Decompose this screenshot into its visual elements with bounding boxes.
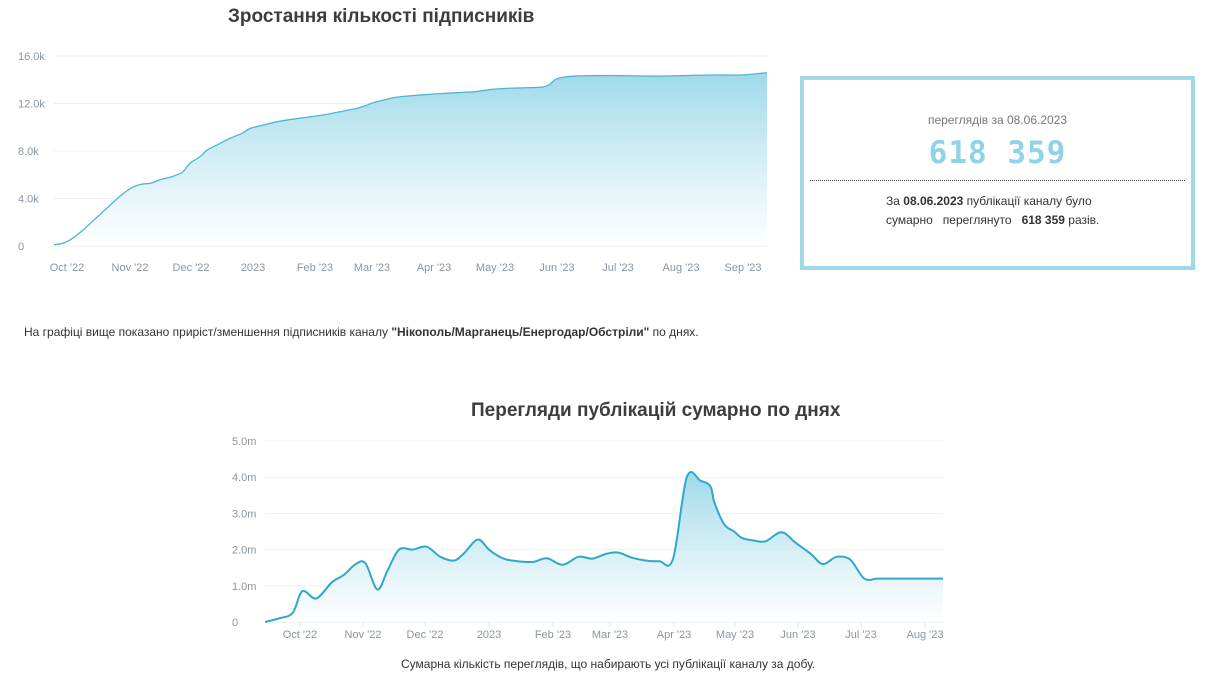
views-x-tick-label: Apr '23 — [657, 629, 692, 641]
views-stats-card: переглядів за 08.06.2023 618 359 За 08.0… — [800, 76, 1195, 270]
views-y-tick-label: 0 — [232, 617, 238, 629]
views-x-tick-label: Nov '22 — [345, 629, 382, 641]
subs-x-tick-label: Dec '22 — [173, 262, 210, 274]
views-x-tick-label: Feb '23 — [535, 629, 571, 641]
views-x-tick-label: May '23 — [716, 629, 754, 641]
subs-x-tick-label: Apr '23 — [417, 262, 452, 274]
views-y-tick-label: 4.0m — [232, 472, 256, 484]
views-y-tick-label: 5.0m — [232, 436, 256, 448]
stats-divider — [810, 180, 1185, 181]
views-series-line — [264, 471, 943, 623]
views-x-tick-label: Jul '23 — [845, 629, 876, 641]
subs-y-tick-label: 16.0k — [18, 51, 45, 63]
views-chart-description: Сумарна кількість переглядів, що набираю… — [401, 657, 816, 671]
subs-y-tick-label: 8.0k — [18, 146, 39, 158]
views-chart: 0 1.0m 2.0m 3.0m 4.0m 5.0m Oct '22 Nov '22 Dec '… — [232, 436, 944, 641]
views-y-tick-label: 1.0m — [232, 581, 256, 593]
subs-series-line — [53, 71, 768, 246]
views-x-tick-label: Oct '22 — [283, 629, 318, 641]
subs-x-tick-label: 2023 — [241, 262, 265, 274]
subs-x-tick-label: Oct '22 — [50, 262, 85, 274]
subs-x-tick-label: Sep '23 — [725, 262, 762, 274]
views-x-tick-label: 2023 — [477, 629, 501, 641]
subs-x-tick-label: Jul '23 — [602, 262, 633, 274]
subs-x-tick-label: May '23 — [476, 262, 514, 274]
subscribers-chart-description: На графіці вище показано приріст/зменшен… — [24, 325, 699, 339]
chart-title-subscribers: Зростання кількості підписників — [228, 6, 535, 27]
views-area — [265, 471, 943, 622]
views-x-tick-label: Jun '23 — [780, 629, 815, 641]
stats-description: За 08.06.2023 публікації каналу було сума… — [886, 194, 1100, 227]
subs-x-tick-label: Nov '22 — [112, 262, 149, 274]
subs-x-tick-label: Feb '23 — [297, 262, 333, 274]
stats-label: переглядів за 08.06.2023 — [927, 113, 1068, 127]
views-x-tick-label: Aug '23 — [907, 629, 944, 641]
subs-y-tick-label: 12.0k — [18, 99, 45, 111]
subs-area — [54, 72, 767, 246]
subs-y-tick-label: 0 — [18, 241, 24, 253]
subs-x-tick-label: Aug '23 — [663, 262, 700, 274]
subs-y-tick-label: 4.0k — [18, 194, 39, 206]
views-y-tick-label: 2.0m — [232, 545, 256, 557]
views-x-tick-label: Mar '23 — [592, 629, 628, 641]
views-y-tick-label: 3.0m — [232, 508, 256, 520]
subs-x-tick-label: Mar '23 — [354, 262, 390, 274]
views-x-tick-label: Dec '22 — [407, 629, 444, 641]
subs-x-tick-label: Jun '23 — [539, 262, 574, 274]
subscribers-chart: 0 4.0k 8.0k 12.0k 16.0k Oct '22 Nov '22 Dec '22… — [18, 51, 768, 274]
stats-value: 618 359 — [928, 135, 1067, 171]
chart-title-views: Перегляди публікацій сумарно по днях — [471, 400, 841, 421]
